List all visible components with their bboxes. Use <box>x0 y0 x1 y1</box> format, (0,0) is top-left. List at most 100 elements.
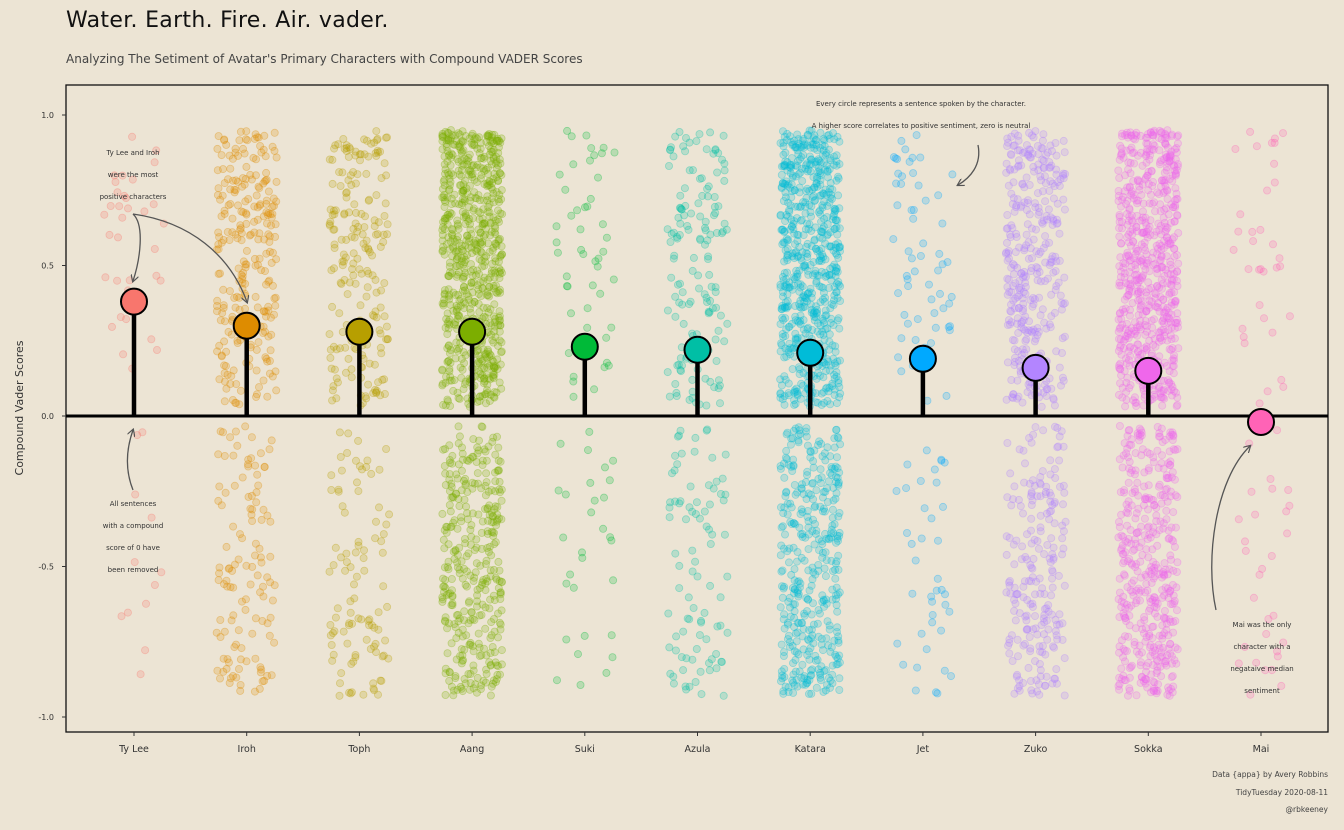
sentence-point <box>494 143 503 152</box>
sentence-point <box>822 360 831 369</box>
sentence-point <box>222 664 231 673</box>
sentence-point <box>491 240 500 249</box>
sentence-point <box>256 668 265 677</box>
sentence-point <box>455 311 464 320</box>
sentence-point <box>347 180 356 189</box>
sentence-point <box>371 149 380 158</box>
sentence-point <box>697 174 706 183</box>
sentence-point <box>246 170 255 179</box>
sentence-point <box>1036 672 1045 681</box>
sentence-point <box>329 382 338 391</box>
sentence-point <box>455 565 464 574</box>
sentence-point <box>458 207 467 216</box>
sentence-point <box>262 219 271 228</box>
sentence-point <box>1136 619 1145 628</box>
sentence-point <box>496 625 505 634</box>
sentence-point <box>336 452 345 461</box>
sentence-point <box>466 193 475 202</box>
sentence-point <box>709 149 718 158</box>
sentence-point <box>451 262 460 271</box>
sentence-point <box>481 399 490 408</box>
sentence-point <box>440 175 449 184</box>
sentence-point <box>1058 334 1067 343</box>
sentence-point <box>118 171 127 180</box>
sentence-point <box>563 282 572 291</box>
sentence-point <box>259 328 268 337</box>
sentence-point <box>262 249 271 258</box>
sentence-point <box>444 317 453 326</box>
sentence-point <box>226 199 235 208</box>
sentence-point <box>443 146 452 155</box>
sentence-point <box>448 225 457 234</box>
sentence-point <box>464 292 473 301</box>
sentence-point <box>667 273 676 282</box>
sentence-point <box>118 213 127 222</box>
sentence-point <box>677 205 686 214</box>
sentence-point <box>1052 165 1061 174</box>
sentence-point <box>497 338 506 347</box>
sentence-point <box>444 285 453 294</box>
sentence-point <box>922 645 931 654</box>
sentence-point <box>1047 534 1056 543</box>
sentence-point <box>912 131 921 140</box>
sentence-point <box>458 651 467 660</box>
sentence-point <box>835 324 844 333</box>
sentence-point <box>497 250 506 259</box>
sentence-point <box>100 210 109 219</box>
sentence-point <box>255 201 264 210</box>
sentence-point <box>903 319 912 328</box>
sentence-point <box>455 170 464 179</box>
sentence-point <box>242 657 251 666</box>
sentence-point <box>834 434 843 443</box>
sentence-point <box>1004 181 1013 190</box>
sentence-point <box>491 333 500 342</box>
sentence-point <box>484 131 493 140</box>
sentence-point <box>1051 422 1060 431</box>
sentence-point <box>689 166 698 175</box>
sentence-point <box>663 306 672 315</box>
sentence-point <box>830 443 839 452</box>
sentence-point <box>489 361 498 370</box>
sentence-point <box>360 150 369 159</box>
sentence-point <box>484 547 493 556</box>
sentence-point <box>491 573 500 582</box>
sentence-point <box>809 568 818 577</box>
sentence-point <box>440 286 449 295</box>
sentence-point <box>487 194 496 203</box>
sentence-point <box>802 194 811 203</box>
sentence-point <box>254 338 263 347</box>
sentence-point <box>445 181 454 190</box>
sentence-point <box>688 655 697 664</box>
sentence-point <box>462 631 471 640</box>
sentence-point <box>493 341 502 350</box>
sentence-point <box>669 228 678 237</box>
sentence-point <box>481 257 490 266</box>
sentence-point <box>458 449 467 458</box>
sentence-point <box>904 247 913 256</box>
sentence-point <box>482 386 491 395</box>
sentence-point <box>256 449 265 458</box>
sentence-point <box>472 247 481 256</box>
sentence-point <box>346 689 355 698</box>
sentence-point <box>253 133 262 142</box>
sentence-point <box>1119 559 1128 568</box>
sentence-point <box>449 518 458 527</box>
sentence-point <box>559 533 568 542</box>
sentence-point <box>780 503 789 512</box>
sentence-point <box>1004 275 1013 284</box>
sentence-point <box>443 168 452 177</box>
sentence-point <box>443 357 452 366</box>
sentence-point <box>1048 566 1057 575</box>
sentence-point <box>233 441 242 450</box>
sentence-point <box>230 188 239 197</box>
sentence-point <box>941 590 950 599</box>
sentence-point <box>497 660 506 669</box>
sentence-point <box>486 218 495 227</box>
chart-subtitle: Analyzing The Setiment of Avatar's Prima… <box>66 52 583 66</box>
sentence-point <box>1246 127 1255 136</box>
sentence-point <box>441 214 450 223</box>
sentence-point <box>826 647 835 656</box>
sentence-point <box>723 319 732 328</box>
sentence-point <box>442 214 451 223</box>
sentence-point <box>479 644 488 653</box>
